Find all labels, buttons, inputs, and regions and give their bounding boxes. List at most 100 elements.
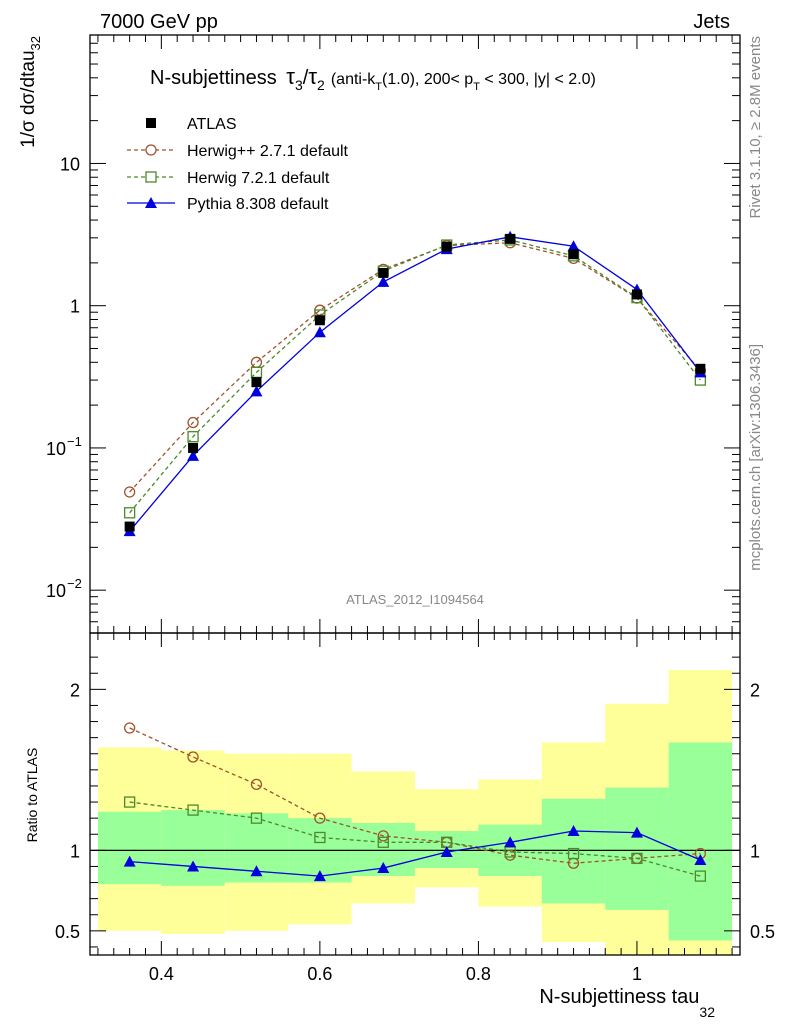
ratio-point-herwigpp <box>123 722 136 734</box>
ratio-y-tick-label-right: 1 <box>750 841 760 861</box>
ratio-point-herwigpp <box>314 812 326 824</box>
x-tick-label: 0.8 <box>466 964 491 984</box>
plot-title-cuts-b: (1.0), 200< p <box>382 71 473 88</box>
series-line-pythia <box>129 236 701 532</box>
ratio-uncertainty-bands <box>97 670 733 955</box>
y-axis-label-main-text: 1/σ dσ/dtau <box>18 50 39 147</box>
legend-label-atlas: ATLAS <box>187 116 237 133</box>
plot-title-tau3: τ <box>286 64 295 89</box>
data-point-pythia <box>250 385 263 397</box>
x-tick-label: 0.4 <box>149 964 174 984</box>
plot-title-cuts-a-sub: T <box>375 81 382 93</box>
ratio-point-herwig7 <box>314 831 326 844</box>
ratio-y-tick-label: 2 <box>70 680 80 700</box>
y-tick-label-exponent: −2 <box>67 576 82 591</box>
y-tick-label: 1 <box>70 297 80 317</box>
data-point-atlas <box>695 363 706 374</box>
plot-title-cuts-c: < 300, |y| < 2.0) <box>480 71 596 88</box>
y-axis-label-main: 1/σ dσ/dtau32 <box>18 36 43 148</box>
legend-entry-herwigpp: Herwig++ 2.7.1 default <box>127 143 349 160</box>
ratio-point-pythia <box>630 826 643 838</box>
legend-marker-pythia <box>145 197 157 208</box>
data-point-pythia <box>313 326 326 338</box>
plot-title-cuts-a: (anti-k <box>331 71 376 88</box>
ratio-point-herwig7 <box>567 847 580 860</box>
legend: ATLAS Herwig++ 2.7.1 default Herwig 7.2.… <box>127 116 349 213</box>
ratio-point-pythia <box>567 825 580 837</box>
data-point-atlas <box>314 315 325 326</box>
data-point-pythia <box>187 449 200 461</box>
data-point-atlas <box>568 249 579 260</box>
ratio-point-herwigpp <box>377 830 389 842</box>
ratio-point-pythia <box>187 860 200 872</box>
ratio-point-herwig7 <box>631 852 643 865</box>
data-point-pythia <box>377 275 390 287</box>
ratio-band-inner-bin <box>541 798 606 904</box>
legend-label-herwigpp: Herwig++ 2.7.1 default <box>187 143 349 160</box>
ratio-point-herwig7 <box>187 804 199 816</box>
data-point-atlas <box>631 289 642 300</box>
plot-title-main: N-subjettiness <box>150 67 277 89</box>
y-tick-label: 10 <box>46 581 66 601</box>
x-axis-label-sub: 32 <box>699 1004 715 1020</box>
ratio-line-pythia <box>129 830 701 877</box>
data-point-atlas <box>124 521 135 532</box>
legend-label-herwig7: Herwig 7.2.1 default <box>187 170 330 187</box>
mcplots-info: mcplots.cern.ch [arXiv:1306.3436] <box>747 344 764 571</box>
series-layer <box>123 230 707 882</box>
plot-title-cuts-b-sub: T <box>473 81 480 93</box>
analysis-watermark: ATLAS_2012_I1094564 <box>346 592 484 607</box>
y-tick-label-exponent: −1 <box>67 434 82 449</box>
ratio-point-pythia <box>377 862 390 874</box>
ratio-point-herwig7 <box>250 812 263 824</box>
ratio-point-herwig7 <box>377 836 389 848</box>
ratio-point-pythia <box>694 854 707 866</box>
y-axis-label-ratio: Ratio to ATLAS <box>24 748 40 843</box>
ratio-band-inner-bin <box>668 742 733 941</box>
series-line-herwigpp <box>129 242 701 493</box>
legend-marker-herwig7 <box>145 171 157 183</box>
data-point-atlas <box>441 241 452 252</box>
ratio-point-pythia <box>440 845 453 857</box>
ratio-band-inner-bin <box>161 810 225 886</box>
header-left: 7000 GeV pp <box>100 11 218 33</box>
data-point-atlas <box>505 233 516 244</box>
legend-entry-atlas: ATLAS <box>146 116 237 133</box>
ratio-band-inner-bin <box>605 787 669 910</box>
data-point-atlas <box>188 442 199 453</box>
ratio-y-tick-label: 1 <box>70 841 80 861</box>
data-point-atlas <box>378 267 389 278</box>
ratio-line-herwig7 <box>129 801 701 877</box>
ratio-point-pythia <box>313 870 326 882</box>
ratio-point-pythia <box>123 855 136 867</box>
ratio-band-inner-bin <box>97 811 162 885</box>
legend-marker-atlas <box>146 118 156 128</box>
ratio-point-pythia <box>504 836 517 848</box>
data-point-herwigpp <box>123 486 136 498</box>
plot-title-tau2: τ <box>308 64 317 89</box>
y-tick-label: 10 <box>46 439 66 459</box>
y-tick-label: 10 <box>60 154 80 174</box>
legend-label-pythia: Pythia 8.308 default <box>187 196 329 213</box>
legend-marker-herwigpp <box>145 144 157 156</box>
plot-title-sub3: 3 <box>295 77 303 93</box>
data-point-herwigpp <box>250 356 263 368</box>
x-axis-label: N-subjettiness tau32 <box>539 986 715 1020</box>
ratio-point-herwig7 <box>694 870 707 882</box>
rivet-info: Rivet 3.1.10, ≥ 2.8M events <box>747 36 764 219</box>
x-axis-label-text: N-subjettiness tau <box>539 986 699 1008</box>
header-right: Jets <box>693 11 730 33</box>
data-point-herwig7 <box>123 507 136 519</box>
ratio-line-herwigpp <box>129 727 701 864</box>
ratio-point-pythia <box>250 865 263 877</box>
data-point-herwigpp <box>187 416 199 429</box>
ratio-y-tick-label: 0.5 <box>55 922 80 942</box>
x-tick-label: 1 <box>632 964 642 984</box>
legend-entry-herwig7: Herwig 7.2.1 default <box>127 170 330 187</box>
series-line-herwig7 <box>129 239 701 514</box>
data-point-herwig7 <box>187 431 199 443</box>
ratio-y-tick-label-right: 2 <box>750 680 760 700</box>
ratio-point-herwigpp <box>187 751 199 763</box>
plot-title: N-subjettiness τ3/τ2 (anti-kT(1.0), 200< … <box>150 64 596 93</box>
